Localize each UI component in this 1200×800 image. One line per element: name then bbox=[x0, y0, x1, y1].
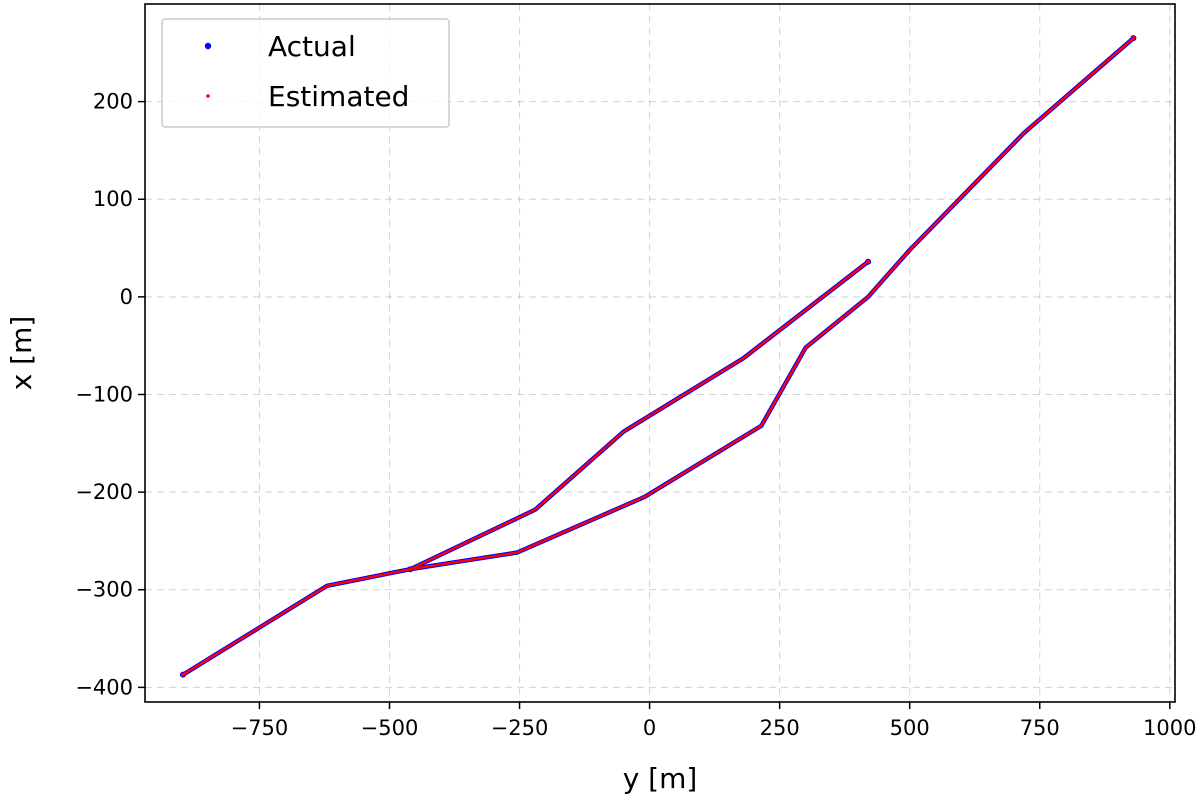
y-tick-label: 200 bbox=[93, 90, 133, 114]
x-tick-label: −500 bbox=[361, 716, 419, 740]
y-tick-label: −100 bbox=[75, 382, 133, 406]
y-tick-label: −200 bbox=[75, 480, 133, 504]
grid-lines bbox=[145, 4, 1175, 702]
estimated-endpoint bbox=[866, 259, 871, 264]
legend: Actual Estimated bbox=[161, 18, 450, 128]
x-tick-label: 250 bbox=[760, 716, 800, 740]
x-tick-label: 0 bbox=[643, 716, 656, 740]
estimated-trajectory-branch bbox=[409, 260, 870, 571]
legend-label-actual: Actual bbox=[268, 30, 356, 63]
legend-marker-actual bbox=[204, 42, 212, 50]
x-tick-label: 500 bbox=[890, 716, 930, 740]
x-tick-label: −250 bbox=[491, 716, 549, 740]
axes-frame bbox=[144, 3, 1176, 703]
estimated-endpoint bbox=[1131, 36, 1136, 41]
x-tick-label: −750 bbox=[231, 716, 289, 740]
x-tick-label: 1000 bbox=[1143, 716, 1196, 740]
legend-box bbox=[161, 18, 450, 128]
y-tick-label: 0 bbox=[120, 285, 133, 309]
y-tick-label: 100 bbox=[93, 187, 133, 211]
x-axis-ticks: −750 −500 −250 0 250 500 750 1000 bbox=[231, 702, 1197, 740]
x-axis-label: y [m] bbox=[623, 762, 698, 795]
estimated-trajectory-main bbox=[181, 37, 1135, 676]
legend-label-estimated: Estimated bbox=[268, 80, 409, 113]
y-tick-label: −400 bbox=[75, 675, 133, 699]
estimated-endpoint bbox=[180, 672, 185, 677]
y-tick-label: −300 bbox=[75, 578, 133, 602]
estimated-endpoint bbox=[408, 567, 413, 572]
x-tick-label: 750 bbox=[1020, 716, 1060, 740]
y-axis-label: x [m] bbox=[5, 316, 38, 391]
legend-marker-estimated bbox=[206, 94, 210, 98]
y-axis-ticks: −400 −300 −200 −100 0 100 200 bbox=[75, 90, 145, 699]
series-estimated bbox=[180, 36, 1136, 677]
